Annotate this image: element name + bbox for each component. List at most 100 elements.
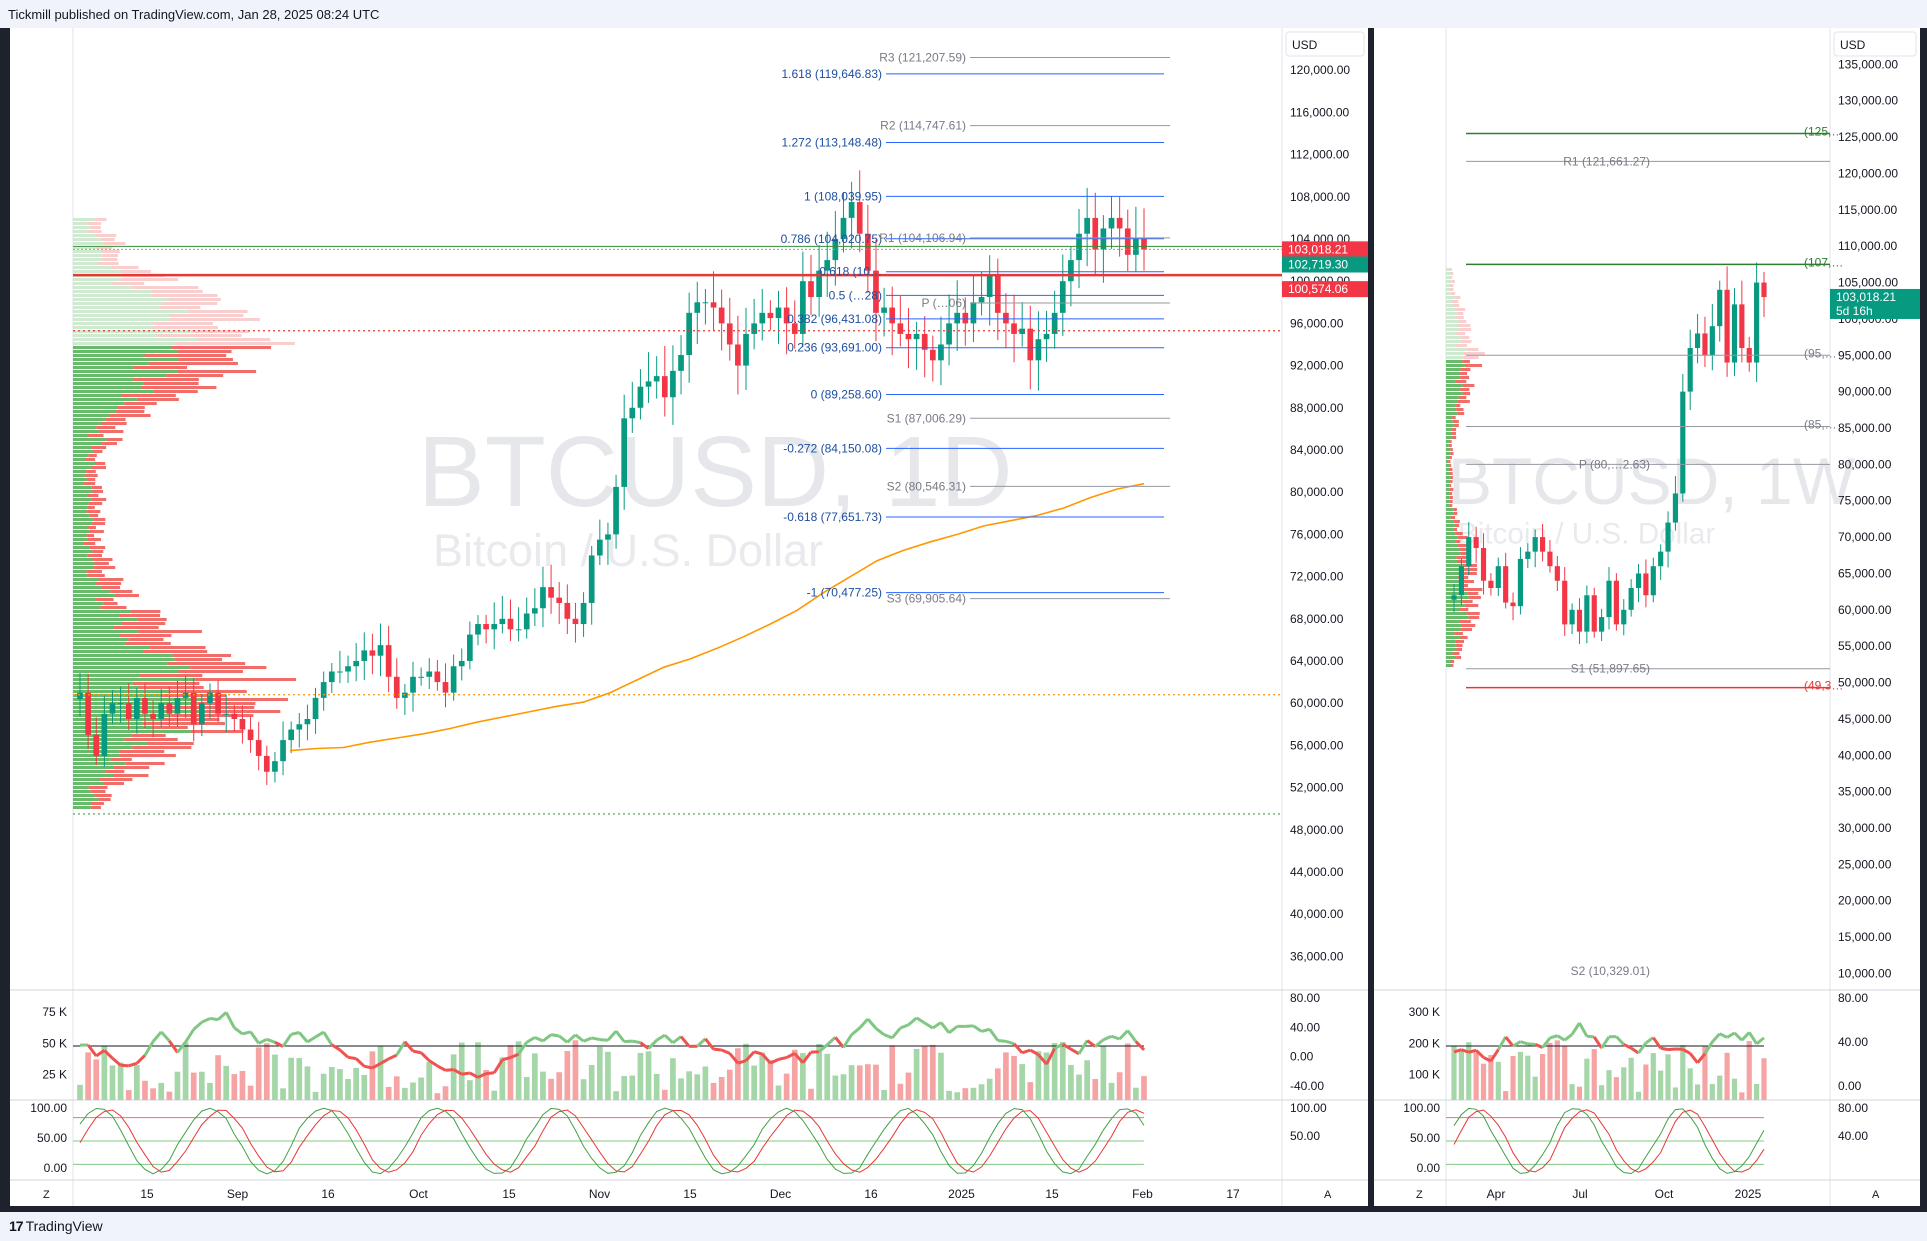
volume-profile-bar-down bbox=[103, 242, 126, 245]
volume-bar bbox=[605, 1051, 611, 1100]
volume-profile-bar-down bbox=[153, 726, 188, 729]
volume-profile-bar-down bbox=[1452, 436, 1457, 439]
daily-chart-panel[interactable]: BTCUSD, 1D Bitcoin / U.S. Dollar USD 120,00… bbox=[10, 28, 1368, 1206]
candle-body bbox=[913, 333, 920, 340]
volume-profile-bar-down bbox=[1460, 552, 1470, 555]
oscillator-line bbox=[249, 1030, 260, 1045]
volume-profile-bar-down bbox=[170, 714, 254, 717]
volume-profile-bar-down bbox=[86, 470, 96, 473]
tradingview-logo[interactable]: 17 TradingView bbox=[9, 1218, 103, 1234]
volume-profile-bar-up bbox=[1446, 612, 1467, 615]
oscillator-line bbox=[338, 1048, 350, 1059]
oscillator-line bbox=[793, 1052, 805, 1064]
volume-profile-bar-down bbox=[202, 698, 289, 701]
volume-bar bbox=[556, 1072, 563, 1100]
volume-profile-bar-up bbox=[73, 294, 152, 297]
volume-profile-bar-up bbox=[73, 470, 87, 473]
volume-bar bbox=[1084, 1060, 1090, 1100]
oscillator-line bbox=[907, 1016, 918, 1027]
volume-profile-bar-down bbox=[1453, 512, 1458, 515]
candle-body bbox=[897, 323, 904, 334]
level-label: (85,… bbox=[1804, 418, 1837, 432]
volume-profile-bar-up bbox=[1446, 624, 1462, 627]
volume-profile-bar-down bbox=[1464, 568, 1478, 571]
oscillator-line bbox=[428, 1059, 439, 1068]
oscillator-line bbox=[1740, 1031, 1751, 1042]
volume-profile-bar-up bbox=[1446, 324, 1458, 327]
volume-profile-bar-up bbox=[73, 538, 88, 541]
volume-profile-bar-up bbox=[73, 650, 144, 653]
publish-text: Tickmill published on TradingView.com, J… bbox=[8, 7, 380, 22]
price-tick-label: 52,000.00 bbox=[1290, 781, 1344, 795]
volume-profile-bar-up bbox=[1446, 320, 1459, 323]
candle-body bbox=[1665, 522, 1671, 552]
volume-profile-bar-up bbox=[73, 350, 178, 353]
price-tick-label: 20,000.00 bbox=[1838, 894, 1892, 908]
candle-body bbox=[1754, 282, 1760, 363]
price-tick-label: 72,000.00 bbox=[1290, 570, 1344, 584]
oscillator-line bbox=[242, 1030, 251, 1036]
oscillator-line bbox=[1460, 1048, 1470, 1054]
volume-bar bbox=[1761, 1058, 1767, 1100]
volume-profile-bar-up bbox=[73, 402, 125, 405]
oscillator-line bbox=[858, 1017, 869, 1029]
candle-body bbox=[158, 703, 165, 719]
volume-bar bbox=[198, 1071, 205, 1100]
weekly-chart-panel[interactable]: BTCUSD, 1W Bitcoin / U.S. Dollar USD 135,00… bbox=[1374, 28, 1920, 1206]
volume-bar bbox=[1702, 1046, 1708, 1100]
volume-profile-bar-down bbox=[1450, 272, 1454, 275]
oscillator-line bbox=[875, 1027, 886, 1036]
candle-body bbox=[856, 202, 863, 234]
volume-profile-bar-up bbox=[73, 526, 88, 529]
stoch-tick-label: 100.00 bbox=[1403, 1101, 1440, 1115]
volume-bar bbox=[613, 1091, 619, 1100]
price-tick-label: 70,000.00 bbox=[1838, 530, 1892, 544]
volume-bar bbox=[117, 1062, 124, 1100]
volume-profile-bar-down bbox=[105, 418, 126, 421]
volume-profile-bar-down bbox=[102, 782, 124, 785]
volume-profile-bar-down bbox=[99, 778, 133, 781]
volume-profile-bar-down bbox=[121, 622, 166, 625]
price-tick-label: 40,000.00 bbox=[1290, 907, 1344, 921]
volume-profile-bar-up bbox=[73, 390, 154, 393]
volume-profile-bar-down bbox=[197, 338, 271, 341]
volume-profile-bar-down bbox=[86, 534, 95, 537]
volume-profile-bar-down bbox=[87, 494, 99, 497]
oscillator-line bbox=[801, 1051, 813, 1064]
volume-bar bbox=[1068, 1064, 1074, 1100]
volume-bar bbox=[1124, 1043, 1131, 1100]
volume-profile-bar-down bbox=[89, 514, 99, 517]
volume-bar bbox=[621, 1075, 628, 1100]
oscillator-line bbox=[1637, 1041, 1648, 1054]
volume-bar bbox=[353, 1067, 359, 1100]
volume-profile-bar-down bbox=[1457, 412, 1465, 415]
oscillator-line bbox=[1549, 1034, 1558, 1040]
volume-profile-bar-down bbox=[1463, 580, 1475, 583]
volume-profile bbox=[73, 218, 297, 809]
volume-profile-bar-down bbox=[1449, 440, 1452, 443]
candle-body bbox=[588, 555, 595, 603]
volume-profile-bar-down bbox=[1458, 396, 1467, 399]
candle-body bbox=[150, 713, 156, 719]
candle-body bbox=[1709, 326, 1715, 356]
oscillator-line bbox=[192, 1021, 203, 1031]
volume-profile-bar-down bbox=[144, 354, 227, 357]
oscillator-line bbox=[1512, 1040, 1522, 1048]
candle-body bbox=[816, 270, 822, 298]
volume-profile-bar-up bbox=[1446, 664, 1452, 667]
watermark-symbol: BTCUSD, 1D bbox=[418, 416, 1013, 528]
candle-body bbox=[1621, 609, 1627, 625]
price-tick-label: 40,000.00 bbox=[1838, 748, 1892, 762]
volume-bar bbox=[1488, 1055, 1494, 1100]
volume-bar bbox=[645, 1051, 652, 1100]
volume-profile-bar-down bbox=[162, 302, 218, 305]
volume-profile-bar-down bbox=[106, 438, 123, 441]
volume-profile-bar-up bbox=[73, 606, 101, 609]
volume-profile-bar-down bbox=[84, 474, 98, 477]
volume-profile-bar-down bbox=[1452, 420, 1459, 423]
volume-profile-bar-up bbox=[1446, 272, 1451, 275]
volume-bar bbox=[288, 1057, 295, 1100]
price-tick-label: 108,000.00 bbox=[1290, 190, 1350, 204]
